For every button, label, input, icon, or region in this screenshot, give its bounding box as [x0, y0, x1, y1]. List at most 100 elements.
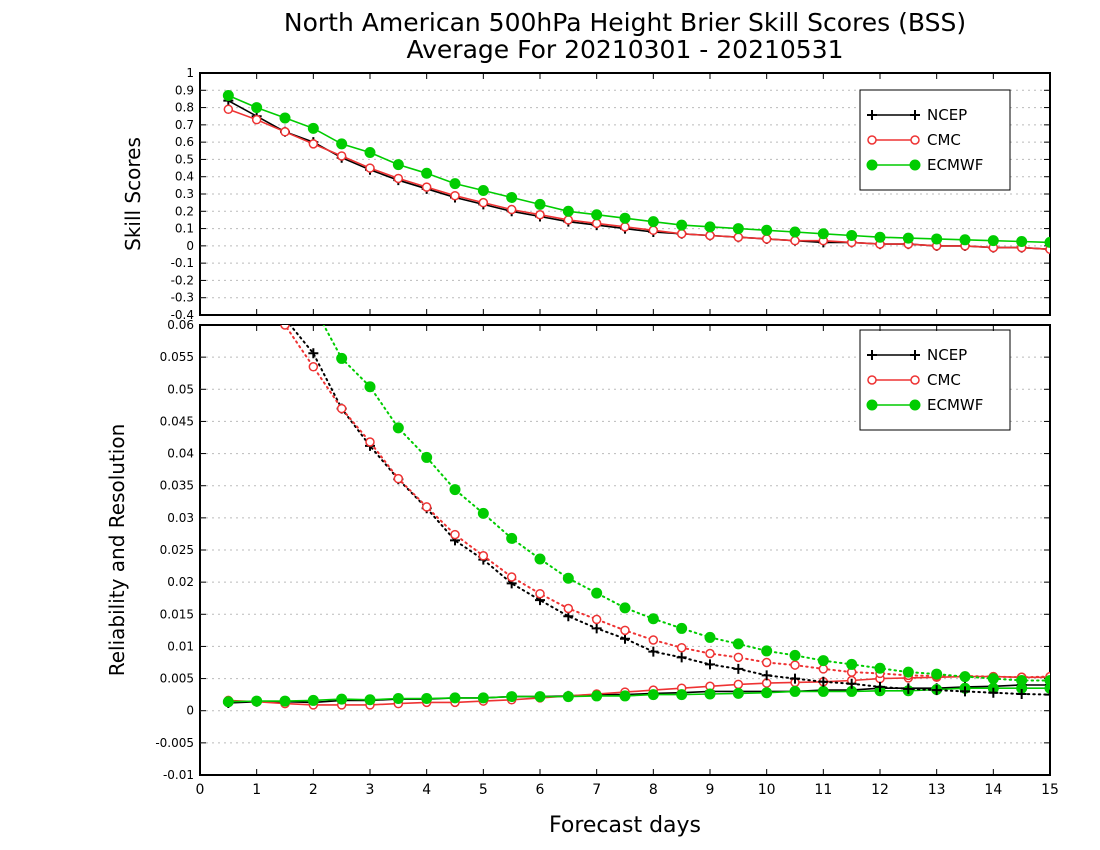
x-tick-label: 5 — [479, 782, 488, 798]
marker-filled-circle — [562, 691, 574, 703]
marker-plus — [931, 685, 942, 696]
marker-filled-circle — [252, 191, 262, 201]
marker-plus — [620, 633, 630, 644]
x-tick-label: 12 — [871, 782, 889, 798]
marker-filled-circle — [817, 228, 829, 240]
marker-plus — [223, 243, 233, 253]
marker-open-circle — [253, 270, 261, 278]
marker-plus — [960, 686, 970, 697]
y-tick-label: 0.4 — [175, 170, 194, 184]
marker-filled-circle — [874, 662, 886, 674]
x-tick-label: 4 — [422, 782, 431, 798]
marker-filled-circle — [449, 692, 461, 704]
marker-filled-circle — [676, 622, 688, 634]
marker-filled-circle — [817, 655, 829, 667]
marker-filled-circle — [874, 231, 886, 243]
marker-filled-circle — [987, 673, 999, 685]
marker-filled-circle — [647, 613, 659, 625]
y-tick-label: 0.015 — [160, 607, 194, 621]
marker-filled-circle — [222, 696, 234, 708]
marker-filled-circle — [534, 198, 546, 210]
marker-filled-circle — [307, 694, 319, 706]
marker-open-circle — [818, 664, 829, 674]
marker-filled-circle — [789, 685, 801, 697]
y-tick-label: 0.04 — [167, 447, 194, 461]
marker-filled-circle — [846, 229, 858, 241]
marker-filled-circle — [251, 102, 263, 114]
marker-plus — [910, 350, 920, 360]
marker-plus — [252, 269, 262, 279]
x-tick-label: 11 — [814, 782, 832, 798]
legend-label: ECMWF — [927, 156, 983, 174]
chart-title: North American 500hPa Height Brier Skill… — [284, 8, 966, 37]
marker-open-circle — [336, 151, 347, 161]
legend-entry-ecmwf: ECMWF — [866, 396, 983, 414]
marker-open-circle — [648, 635, 659, 645]
marker-open-circle — [478, 197, 489, 208]
x-tick-label: 8 — [649, 782, 658, 798]
y-tick-label: -0.3 — [171, 291, 194, 305]
marker-filled-circle — [364, 147, 376, 159]
marker-plus — [790, 673, 800, 684]
series-ncep-dotted — [223, 243, 1050, 700]
y-tick-label: 1 — [186, 66, 194, 80]
marker-open-circle — [591, 218, 602, 229]
x-tick-label: 10 — [758, 782, 776, 798]
marker-filled-circle — [336, 138, 348, 150]
x-tick-label: 9 — [706, 782, 715, 798]
marker-filled-circle — [676, 219, 688, 231]
y-tick-label: 0.8 — [175, 101, 194, 115]
marker-open-circle — [421, 502, 432, 512]
marker-open-circle — [308, 362, 319, 372]
y-tick-label: 0 — [186, 239, 194, 253]
marker-filled-circle — [902, 232, 914, 244]
marker-plus — [591, 623, 602, 634]
legend-entry-ncep: NCEP — [867, 346, 967, 364]
marker-filled-circle — [619, 212, 631, 224]
y-tick-label: 0.03 — [167, 511, 194, 525]
marker-filled-circle — [336, 352, 348, 364]
series-line — [228, 684, 1050, 704]
marker-filled-circle — [364, 381, 376, 393]
marker-open-circle — [365, 163, 375, 173]
marker-plus — [910, 110, 920, 120]
marker-filled-circle — [761, 645, 773, 657]
marker-filled-circle — [449, 484, 461, 496]
marker-plus — [903, 683, 914, 694]
x-tick-label: 15 — [1041, 782, 1059, 798]
marker-open-circle — [478, 551, 489, 561]
marker-open-circle — [535, 588, 545, 599]
y-tick-label: 0.025 — [160, 543, 194, 557]
series-clip — [222, 191, 1050, 710]
marker-open-circle — [910, 135, 920, 145]
marker-plus — [875, 681, 885, 692]
marker-open-circle — [563, 215, 574, 225]
marker-open-circle — [393, 173, 404, 184]
marker-filled-circle — [364, 694, 376, 706]
marker-open-circle — [506, 204, 517, 215]
legend-entry-ecmwf: ECMWF — [866, 156, 983, 174]
marker-filled-circle — [789, 649, 801, 661]
marker-open-circle — [393, 473, 404, 484]
marker-filled-circle — [421, 167, 433, 179]
marker-filled-circle — [307, 122, 319, 134]
legend-label: CMC — [927, 371, 961, 389]
marker-open-circle — [336, 403, 347, 414]
marker-filled-circle — [477, 692, 489, 704]
marker-filled-circle — [732, 638, 744, 650]
chart-subtitle: Average For 20210301 - 20210531 — [406, 35, 843, 64]
y-tick-label: -0.005 — [155, 736, 194, 750]
skill-score-panel: -0.4 -0.3 -0.2 -0.1 0 0.1 0.2 0.3 0.4 0.5 0.6 0.7 0.… — [121, 66, 1051, 322]
marker-filled-circle — [987, 235, 999, 247]
marker-open-circle — [591, 614, 602, 625]
marker-open-circle — [620, 625, 630, 636]
marker-filled-circle — [591, 690, 603, 702]
x-tick-label: 3 — [366, 782, 375, 798]
legend: NCEP CMC ECMWF — [859, 89, 1011, 191]
marker-open-circle — [563, 603, 574, 614]
x-tick-label: 13 — [928, 782, 946, 798]
marker-filled-circle — [789, 226, 801, 238]
marker-filled-circle — [1016, 236, 1028, 248]
marker-filled-circle — [562, 205, 574, 217]
marker-filled-circle — [421, 451, 433, 463]
